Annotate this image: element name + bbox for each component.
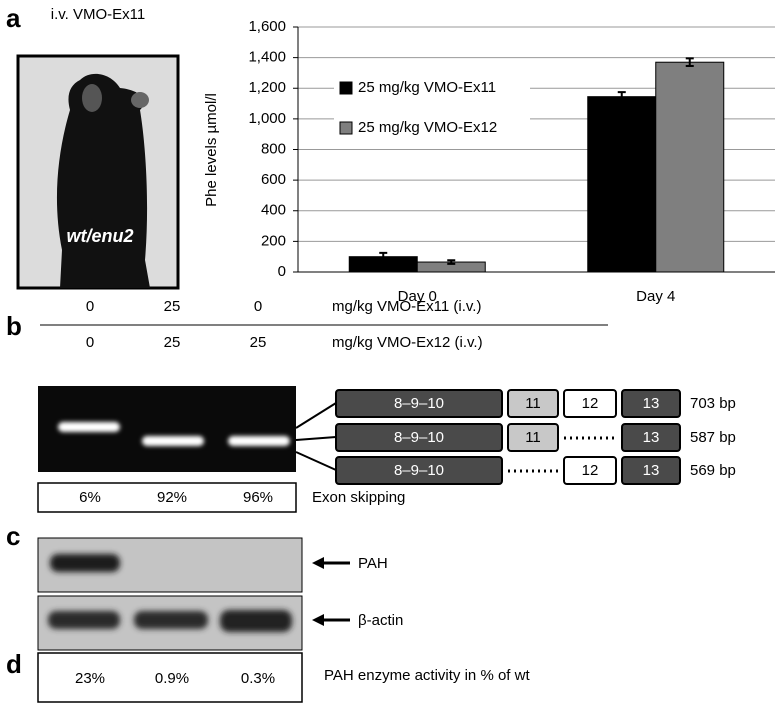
activity-value: 23% bbox=[75, 670, 105, 687]
error-bar bbox=[447, 259, 456, 265]
activity-value: 0.9% bbox=[155, 670, 189, 687]
western-blot bbox=[37, 537, 303, 651]
bar-chart: Phe levels µmol/l 0 200 400 600 800 1,000 1,20… bbox=[203, 18, 775, 305]
exon: 13 bbox=[643, 462, 660, 479]
error-bar bbox=[379, 251, 388, 262]
exon: 8–9–10 bbox=[394, 462, 444, 479]
dose: 25 bbox=[250, 334, 267, 351]
dose-label: mg/kg VMO-Ex12 (i.v.) bbox=[332, 334, 483, 351]
size: 569 bp bbox=[690, 462, 736, 479]
error-bar bbox=[617, 91, 626, 103]
dose: 25 bbox=[164, 298, 181, 315]
legend-label: 25 mg/kg VMO-Ex12 bbox=[358, 119, 497, 136]
y-tick-label: 1,600 bbox=[248, 18, 286, 35]
legend-bg bbox=[334, 74, 530, 144]
exon: 11 bbox=[525, 429, 541, 446]
skipping-box bbox=[37, 482, 297, 513]
gel bbox=[38, 386, 296, 472]
exon: 11 bbox=[525, 395, 541, 412]
exon: 12 bbox=[582, 395, 599, 412]
exon: 13 bbox=[643, 429, 660, 446]
exon: 8–9–10 bbox=[394, 429, 444, 446]
skipping-value: 92% bbox=[157, 489, 187, 506]
y-tick-label: 0 bbox=[278, 263, 286, 280]
bar bbox=[655, 61, 725, 273]
legend-label: 25 mg/kg VMO-Ex11 bbox=[358, 79, 496, 96]
image-caption: i.v. VMO-Ex11 bbox=[51, 6, 145, 23]
band-label: PAH bbox=[358, 555, 388, 572]
y-tick-label: 1,000 bbox=[248, 110, 286, 127]
y-tick-label: 200 bbox=[261, 232, 286, 249]
image-label: wt/enu2 bbox=[66, 226, 133, 246]
dose-table: 0 25 0 mg/kg VMO-Ex11 (i.v.) 0 25 25 mg/… bbox=[40, 298, 608, 351]
panel-label: c bbox=[6, 521, 20, 551]
x-tick-label: Day 0 bbox=[398, 288, 437, 305]
dose: 25 bbox=[164, 334, 181, 351]
y-axis-label: Phe levels µmol/l bbox=[203, 93, 220, 207]
size: 587 bp bbox=[690, 429, 736, 446]
activity-label: PAH enzyme activity in % of wt bbox=[324, 667, 530, 684]
connectors bbox=[295, 402, 337, 471]
legend-swatch bbox=[339, 121, 353, 135]
arrows bbox=[312, 557, 350, 626]
bar bbox=[587, 96, 657, 273]
band-label: β-actin bbox=[358, 612, 403, 629]
y-tick-label: 800 bbox=[261, 140, 286, 157]
panel-label: b bbox=[6, 311, 22, 341]
panel-label: a bbox=[6, 3, 21, 33]
dose: 0 bbox=[86, 298, 94, 315]
skipping-label: Exon skipping bbox=[312, 489, 405, 506]
exon: 8–9–10 bbox=[394, 395, 444, 412]
mouse-photo: wt/enu2 bbox=[16, 54, 180, 290]
exon: 13 bbox=[643, 395, 660, 412]
legend-swatch bbox=[339, 81, 353, 95]
dose: 0 bbox=[254, 298, 262, 315]
y-tick-label: 1,400 bbox=[248, 49, 286, 66]
activity-value: 0.3% bbox=[241, 670, 275, 687]
size: 703 bp bbox=[690, 395, 736, 412]
skipping-value: 6% bbox=[79, 489, 101, 506]
y-tick-label: 400 bbox=[261, 202, 286, 219]
skipping-value: 96% bbox=[243, 489, 273, 506]
y-tick-label: 1,200 bbox=[248, 79, 286, 96]
panel-label: d bbox=[6, 649, 22, 679]
dose: 0 bbox=[86, 334, 94, 351]
transcripts: 8–9–10 11 12 13 703 bp 8–9–10 11 13 587 … bbox=[335, 389, 736, 485]
exon: 12 bbox=[582, 462, 599, 479]
activity-box bbox=[37, 652, 303, 703]
dose-label: mg/kg VMO-Ex11 (i.v.) bbox=[332, 298, 481, 315]
y-tick-label: 600 bbox=[261, 171, 286, 188]
x-tick-label: Day 4 bbox=[636, 288, 675, 305]
error-bar bbox=[685, 57, 694, 68]
